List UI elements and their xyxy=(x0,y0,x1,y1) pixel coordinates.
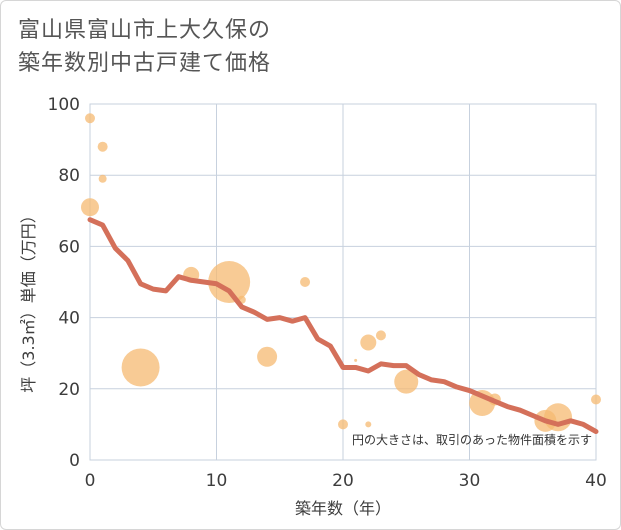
x-axis-label: 築年数（年） xyxy=(295,499,391,518)
scatter-point xyxy=(544,403,573,432)
chart-title-line-1: 富山県富山市上大久保の xyxy=(18,18,272,43)
scatter-point xyxy=(394,369,419,394)
bubble-size-note: 円の大きさは、取引のあった物件面積を示す xyxy=(352,432,592,447)
x-tick-labels: 0 10 20 30 40 xyxy=(85,471,607,491)
scatter-point xyxy=(208,261,251,303)
x-tick-label: 20 xyxy=(332,471,354,491)
scatter-bubbles xyxy=(81,113,601,432)
y-tick-labels: 0 20 40 60 80 100 xyxy=(48,95,80,471)
scatter-point xyxy=(121,348,160,387)
y-tick-label: 20 xyxy=(58,380,80,400)
scatter-point xyxy=(591,394,601,405)
x-tick-label: 10 xyxy=(206,471,228,491)
y-tick-label: 0 xyxy=(69,451,80,471)
scatter-point xyxy=(85,113,95,124)
y-tick-label: 100 xyxy=(48,95,80,115)
scatter-point xyxy=(360,334,377,351)
y-tick-label: 40 xyxy=(58,309,80,329)
chart-title: 富山県富山市上大久保の 築年数別中古戸建て価格 xyxy=(18,14,271,80)
scatter-point xyxy=(257,346,278,367)
x-tick-label: 30 xyxy=(459,471,481,491)
scatter-point xyxy=(338,419,348,430)
scatter-point xyxy=(354,358,358,362)
scatter-point xyxy=(300,277,311,287)
scatter-point xyxy=(98,174,107,183)
y-tick-label: 60 xyxy=(58,237,80,257)
chart-title-line-2: 築年数別中古戸建て価格 xyxy=(18,51,272,76)
y-axis-label: 坪（3.3㎡）単価（万円） xyxy=(19,207,38,392)
x-tick-label: 40 xyxy=(585,471,607,491)
average-price-line xyxy=(87,217,599,435)
scatter-point xyxy=(81,198,99,217)
scatter-point xyxy=(375,330,386,341)
scatter-point xyxy=(97,141,108,152)
y-tick-label: 80 xyxy=(58,166,80,186)
trend-line-group xyxy=(87,217,599,435)
scatter-point xyxy=(365,421,372,428)
x-tick-label: 0 xyxy=(85,471,96,491)
